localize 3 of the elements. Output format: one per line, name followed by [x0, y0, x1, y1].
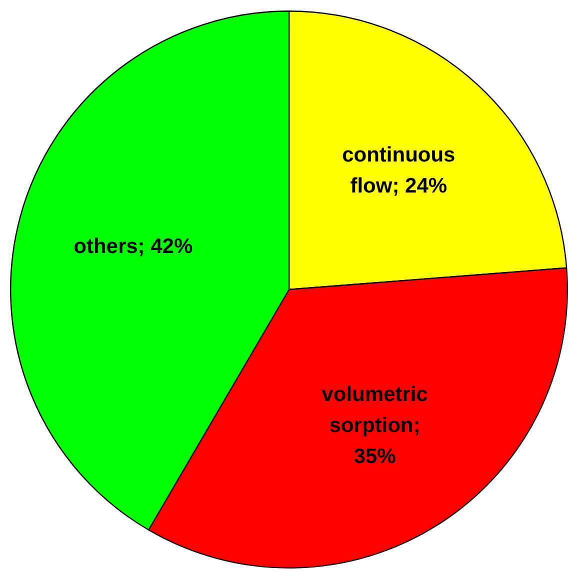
slice-label: volumetric sorption; 35%	[322, 383, 428, 468]
slice-label: others; 42%	[74, 235, 193, 258]
slice-label: continuous flow; 24%	[342, 143, 456, 198]
